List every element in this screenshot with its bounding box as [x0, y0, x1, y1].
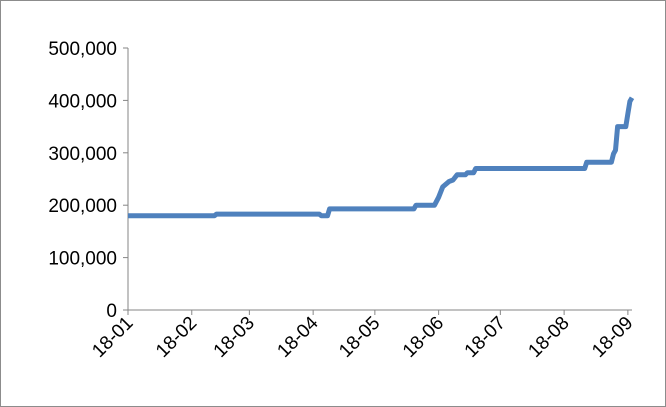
- x-axis: 18-01 18-02 18-03 18-04 18-05 18-06 18-07 18-08…: [88, 309, 637, 362]
- series-line: [128, 96, 635, 219]
- x-tick-label: 18-08: [524, 313, 573, 362]
- y-axis: 0 100,000 200,000 300,000 400,000 500,000: [48, 39, 129, 322]
- x-tick-label: 18-09: [588, 313, 637, 362]
- x-tick-label: 18-06: [399, 313, 448, 362]
- x-tick-label: 18-07: [461, 313, 510, 362]
- y-tick-label: 300,000: [48, 144, 117, 165]
- x-tick-label: 18-02: [152, 313, 201, 362]
- y-tick-label: 500,000: [48, 39, 117, 60]
- y-tick-label: 0: [106, 301, 117, 322]
- y-tick-label: 400,000: [48, 91, 117, 112]
- y-tick-label: 200,000: [48, 196, 117, 217]
- plot-area: [128, 96, 635, 219]
- x-tick-label: 18-03: [210, 313, 259, 362]
- y-tick-label: 100,000: [48, 249, 117, 270]
- x-tick-label: 18-04: [273, 312, 323, 362]
- x-tick-label: 18-05: [335, 313, 384, 362]
